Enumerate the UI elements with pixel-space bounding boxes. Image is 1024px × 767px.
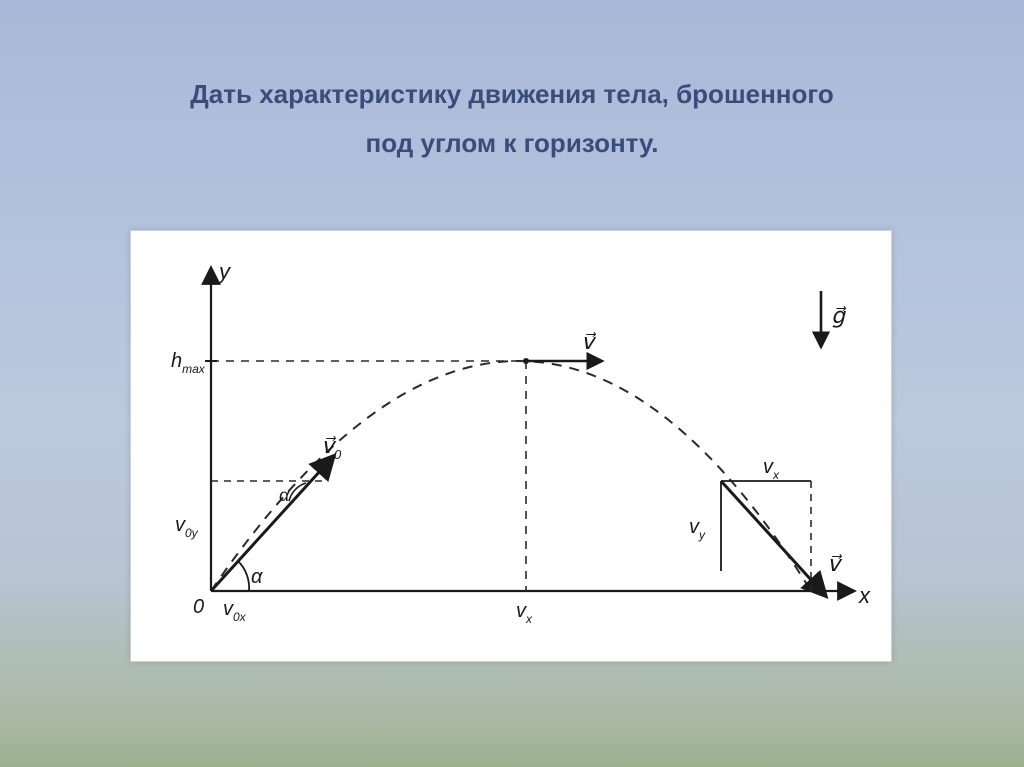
trajectory-svg: x y 0 hmax α α v⃗0 xyxy=(131,231,891,661)
y-axis-label: y xyxy=(217,259,232,284)
launch-angle-label: α xyxy=(251,566,263,588)
slide-title: Дать характеристику движения тела, броше… xyxy=(0,70,1024,169)
upper-angle-arc xyxy=(289,483,306,501)
v0x-label: v0x xyxy=(223,598,247,624)
v0y-label: v0y xyxy=(175,514,199,540)
apex-point xyxy=(523,358,529,364)
desc-vy-label: vy xyxy=(689,516,706,542)
title-line-1: Дать характеристику движения тела, броше… xyxy=(190,79,833,109)
desc-v-label: v⃗ xyxy=(827,551,843,576)
hmax-label: hmax xyxy=(171,350,206,376)
launch-angle-arc xyxy=(238,561,249,591)
desc-v-vector xyxy=(721,481,823,593)
origin-label: 0 xyxy=(193,596,204,618)
gravity-label: g⃗ xyxy=(831,303,847,328)
upper-angle-label: α xyxy=(279,485,290,505)
trajectory-figure: x y 0 hmax α α v⃗0 xyxy=(130,230,892,662)
v0-vector xyxy=(211,459,331,591)
v0-label: v⃗0 xyxy=(321,433,342,462)
bottom-vx-label: vx xyxy=(516,600,533,626)
desc-vx-label: vx xyxy=(763,456,780,482)
title-line-2: под углом к горизонту. xyxy=(366,128,659,158)
apex-v-label: v⃗ xyxy=(581,329,597,354)
slide: Дать характеристику движения тела, броше… xyxy=(0,0,1024,767)
x-axis-label: x xyxy=(858,583,871,608)
